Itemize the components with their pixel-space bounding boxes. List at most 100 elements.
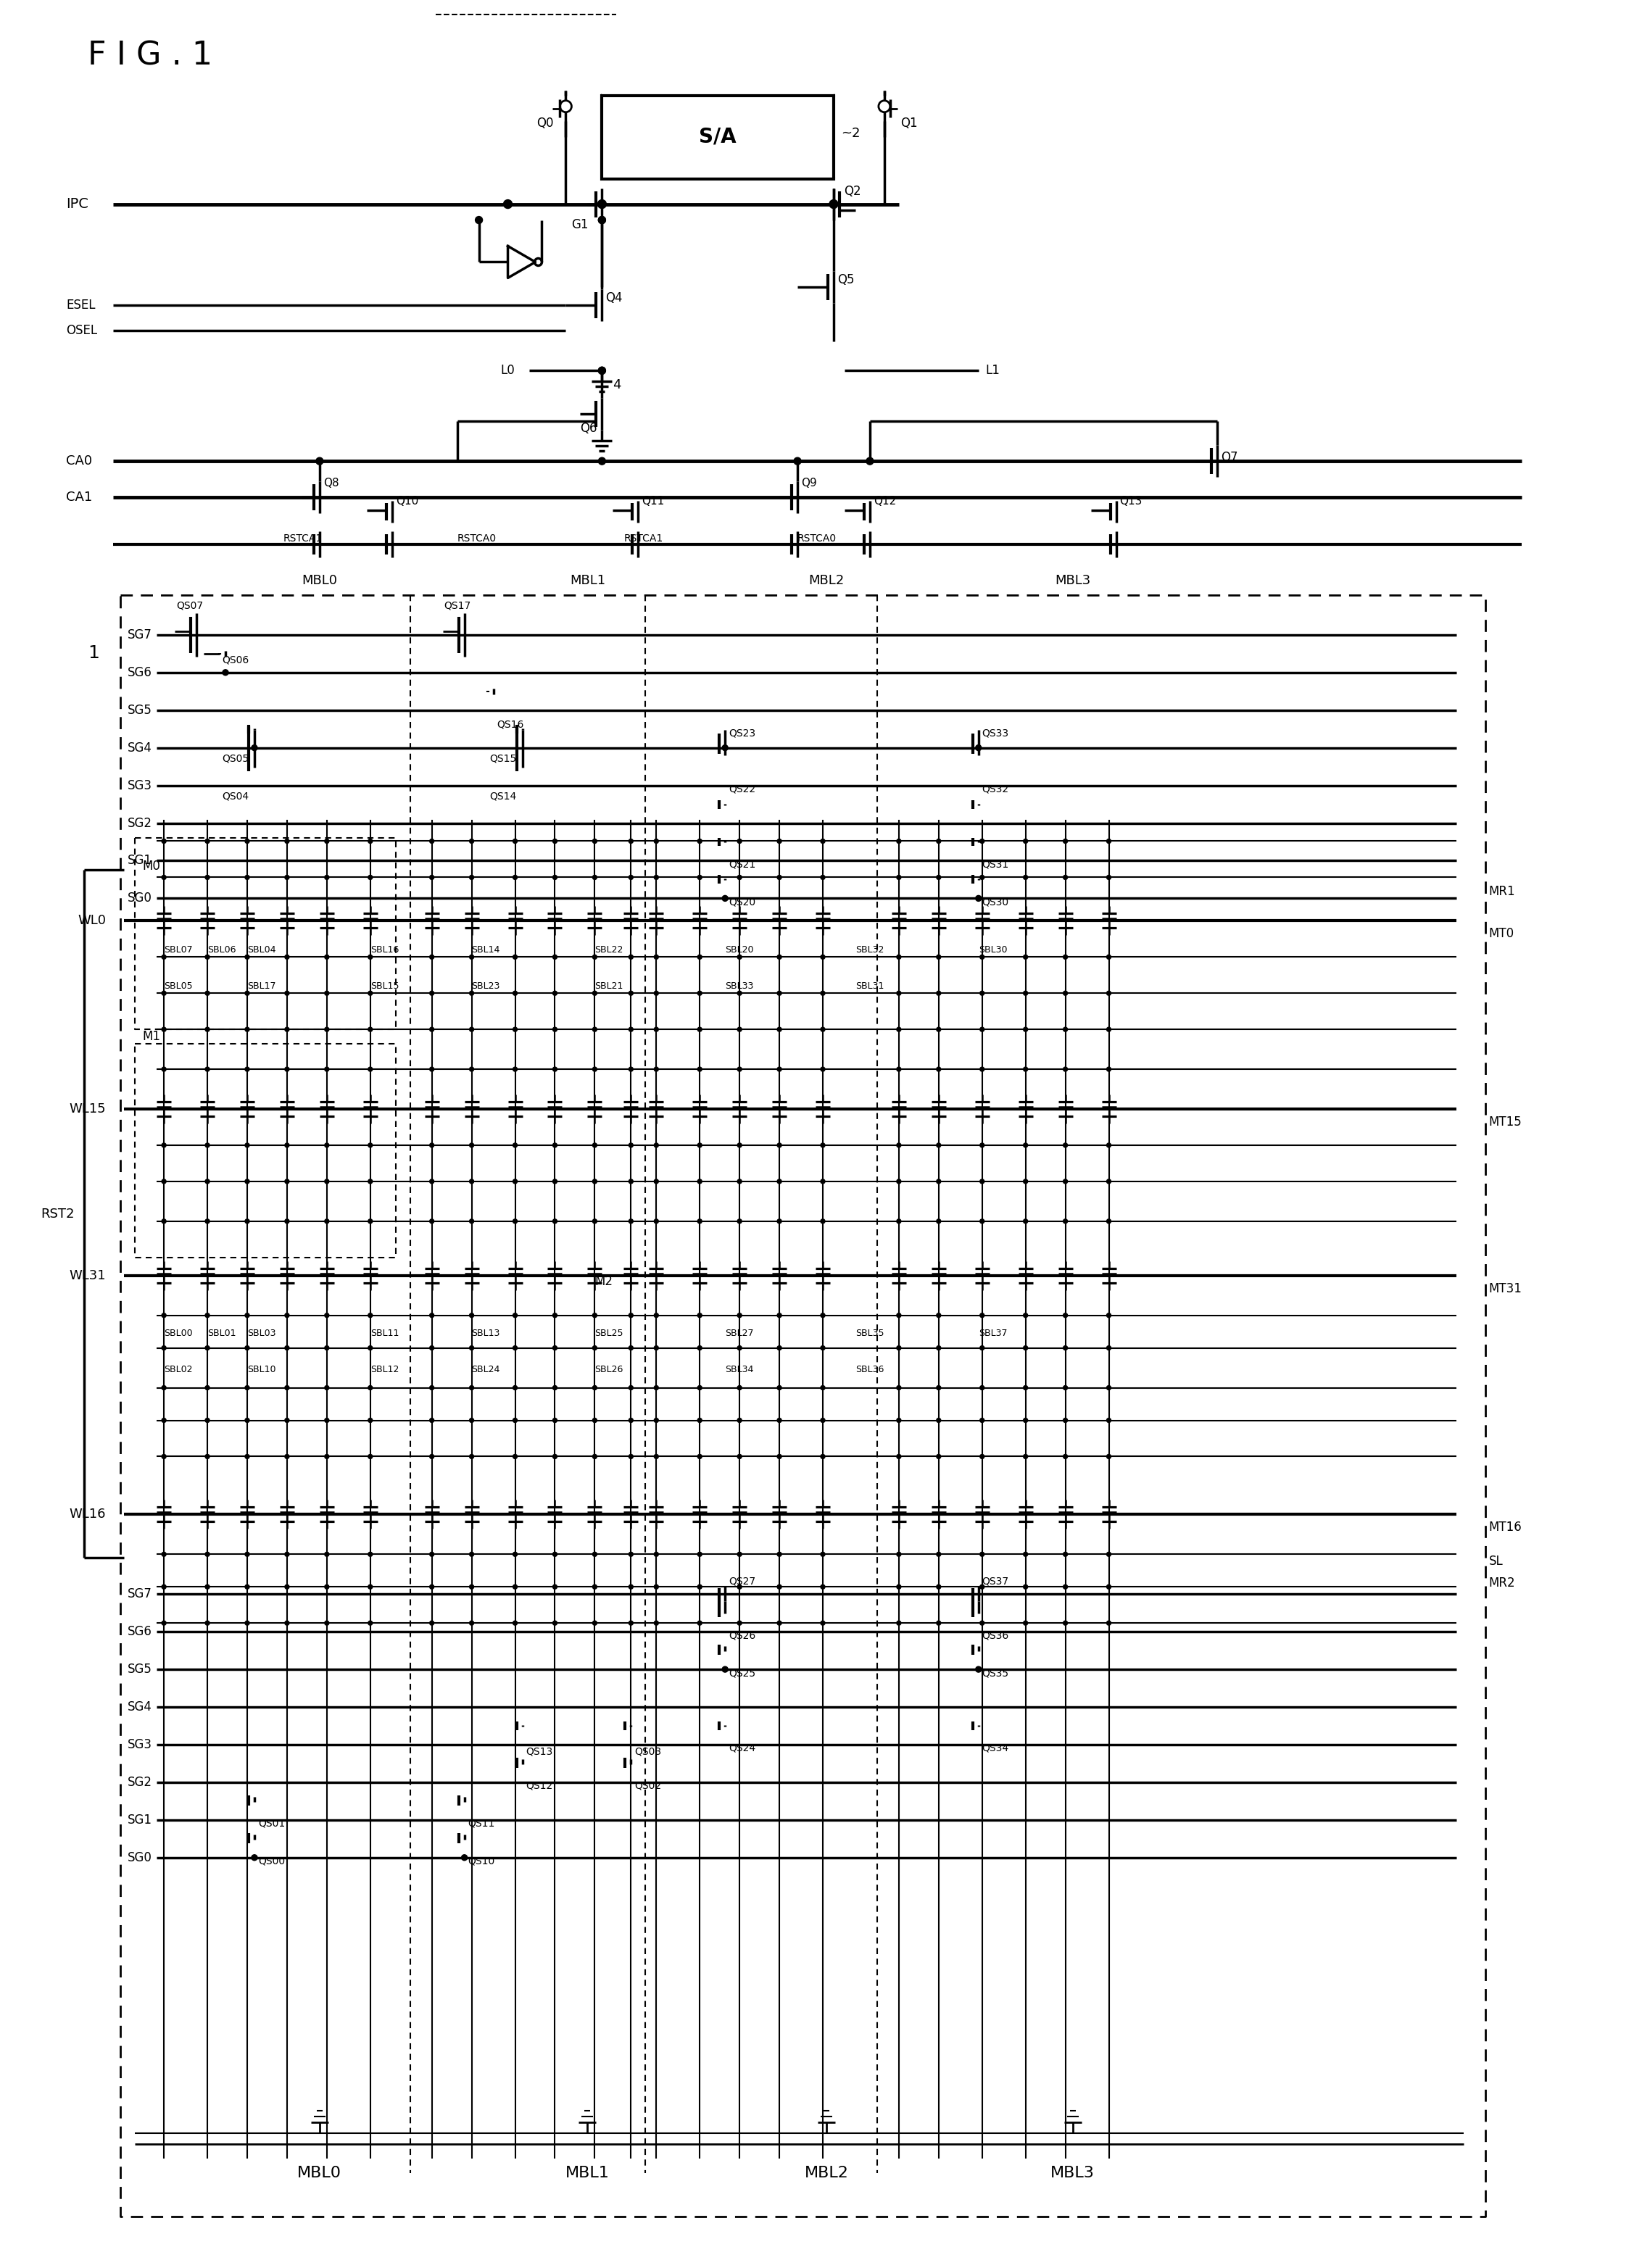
Circle shape bbox=[654, 1179, 658, 1184]
Circle shape bbox=[553, 1066, 557, 1070]
Circle shape bbox=[897, 1622, 901, 1626]
Circle shape bbox=[1023, 1179, 1028, 1184]
Circle shape bbox=[205, 1143, 210, 1148]
Circle shape bbox=[936, 1585, 941, 1590]
Circle shape bbox=[284, 1454, 289, 1458]
Circle shape bbox=[163, 1454, 166, 1458]
Circle shape bbox=[205, 1066, 210, 1070]
Circle shape bbox=[245, 875, 250, 880]
Circle shape bbox=[1107, 1066, 1112, 1070]
Circle shape bbox=[325, 839, 328, 844]
Circle shape bbox=[593, 1551, 598, 1556]
Circle shape bbox=[654, 1220, 658, 1222]
Circle shape bbox=[1107, 1551, 1112, 1556]
Circle shape bbox=[325, 955, 328, 959]
Text: QS21: QS21 bbox=[729, 860, 755, 869]
Circle shape bbox=[163, 875, 166, 880]
Circle shape bbox=[512, 1220, 517, 1222]
Circle shape bbox=[593, 1027, 598, 1032]
Circle shape bbox=[461, 1855, 468, 1860]
Circle shape bbox=[1064, 1066, 1067, 1070]
Circle shape bbox=[698, 991, 701, 996]
Text: SBL37: SBL37 bbox=[979, 1329, 1007, 1338]
Circle shape bbox=[470, 1454, 475, 1458]
Circle shape bbox=[512, 1143, 517, 1148]
Circle shape bbox=[980, 1454, 984, 1458]
Circle shape bbox=[698, 1622, 701, 1626]
Text: QS27: QS27 bbox=[729, 1576, 755, 1585]
Circle shape bbox=[553, 1220, 557, 1222]
Text: MR1: MR1 bbox=[1489, 885, 1516, 898]
Text: SG1: SG1 bbox=[128, 1814, 153, 1826]
Circle shape bbox=[245, 955, 250, 959]
Text: WL15: WL15 bbox=[69, 1102, 107, 1116]
Circle shape bbox=[897, 991, 901, 996]
Circle shape bbox=[512, 991, 517, 996]
Circle shape bbox=[430, 875, 433, 880]
Circle shape bbox=[251, 1855, 258, 1860]
Circle shape bbox=[1023, 1143, 1028, 1148]
Circle shape bbox=[1107, 1386, 1112, 1390]
Circle shape bbox=[737, 839, 742, 844]
Circle shape bbox=[629, 1313, 634, 1318]
Text: 1: 1 bbox=[89, 644, 100, 662]
Circle shape bbox=[897, 1220, 901, 1222]
Circle shape bbox=[368, 1454, 373, 1458]
Circle shape bbox=[936, 839, 941, 844]
Circle shape bbox=[205, 1418, 210, 1422]
Text: QS24: QS24 bbox=[729, 1744, 755, 1753]
Circle shape bbox=[698, 1027, 701, 1032]
Circle shape bbox=[325, 1313, 328, 1318]
Circle shape bbox=[205, 1454, 210, 1458]
Circle shape bbox=[512, 1622, 517, 1626]
Text: M1: M1 bbox=[143, 1030, 161, 1043]
Circle shape bbox=[470, 991, 475, 996]
Text: SG7: SG7 bbox=[128, 1588, 153, 1601]
Circle shape bbox=[897, 1551, 901, 1556]
Circle shape bbox=[654, 1622, 658, 1626]
Circle shape bbox=[430, 1551, 433, 1556]
Text: Q9: Q9 bbox=[801, 476, 816, 488]
Circle shape bbox=[1064, 1418, 1067, 1422]
Circle shape bbox=[553, 1143, 557, 1148]
Circle shape bbox=[512, 1027, 517, 1032]
Circle shape bbox=[629, 839, 634, 844]
Circle shape bbox=[245, 1551, 250, 1556]
Circle shape bbox=[777, 1179, 782, 1184]
Circle shape bbox=[654, 1585, 658, 1590]
Circle shape bbox=[205, 1622, 210, 1626]
Text: QS30: QS30 bbox=[982, 896, 1010, 907]
Circle shape bbox=[163, 1585, 166, 1590]
Circle shape bbox=[698, 1220, 701, 1222]
Text: SBL33: SBL33 bbox=[726, 982, 754, 991]
Circle shape bbox=[430, 1066, 433, 1070]
Text: QS12: QS12 bbox=[525, 1780, 553, 1792]
Circle shape bbox=[205, 1551, 210, 1556]
Text: Q2: Q2 bbox=[844, 184, 860, 197]
Text: ESEL: ESEL bbox=[66, 299, 95, 313]
Circle shape bbox=[1107, 1313, 1112, 1318]
Text: CA1: CA1 bbox=[66, 490, 92, 503]
Circle shape bbox=[654, 1313, 658, 1318]
Circle shape bbox=[205, 1179, 210, 1184]
Circle shape bbox=[737, 1345, 742, 1349]
Circle shape bbox=[284, 1551, 289, 1556]
Circle shape bbox=[245, 1066, 250, 1070]
Circle shape bbox=[698, 1585, 701, 1590]
Circle shape bbox=[1064, 875, 1067, 880]
Text: QS13: QS13 bbox=[525, 1746, 553, 1758]
Text: QS14: QS14 bbox=[489, 792, 517, 801]
Circle shape bbox=[1023, 991, 1028, 996]
Circle shape bbox=[205, 991, 210, 996]
Circle shape bbox=[284, 1027, 289, 1032]
Circle shape bbox=[368, 1027, 373, 1032]
Text: QS07: QS07 bbox=[176, 601, 204, 610]
Circle shape bbox=[368, 839, 373, 844]
Circle shape bbox=[975, 896, 982, 900]
Circle shape bbox=[821, 1386, 824, 1390]
Circle shape bbox=[430, 1345, 433, 1349]
Circle shape bbox=[698, 1313, 701, 1318]
Text: QS03: QS03 bbox=[634, 1746, 662, 1758]
Text: QS15: QS15 bbox=[489, 753, 517, 764]
Circle shape bbox=[245, 1386, 250, 1390]
